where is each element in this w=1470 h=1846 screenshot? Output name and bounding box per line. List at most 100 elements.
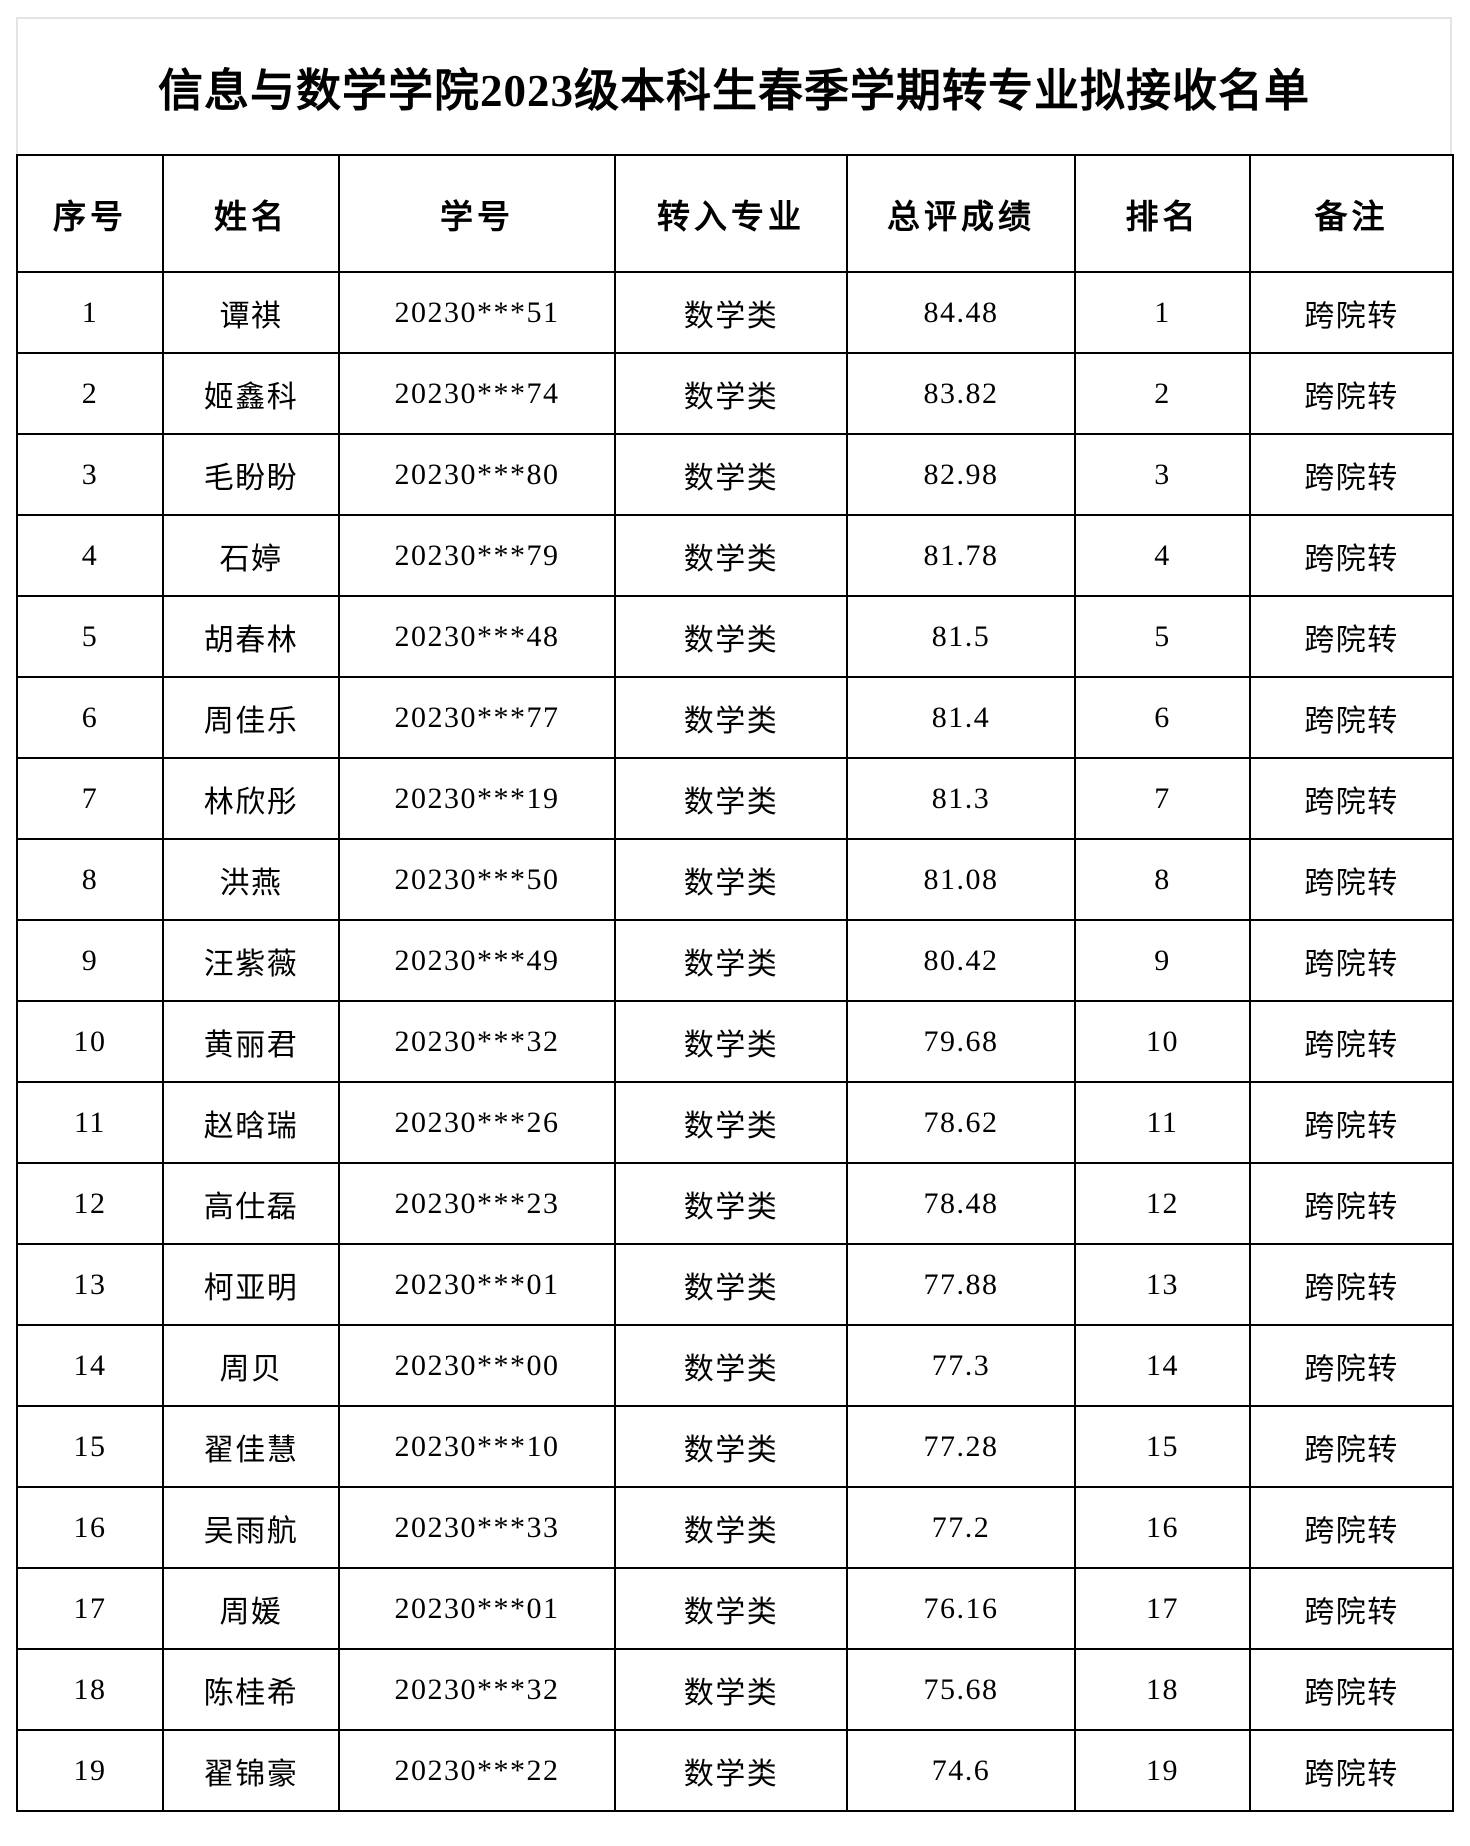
cell-score: 81.5 [846, 595, 1076, 678]
cell-name: 陈桂希 [162, 1648, 340, 1731]
cell-remark: 跨院转 [1249, 271, 1454, 354]
cell-remark: 跨院转 [1249, 514, 1454, 597]
cell-remark: 跨院转 [1249, 1000, 1454, 1083]
cell-score: 81.4 [846, 676, 1076, 759]
cell-name: 谭祺 [162, 271, 340, 354]
cell-remark: 跨院转 [1249, 1648, 1454, 1731]
cell-score: 84.48 [846, 271, 1076, 354]
cell-rank: 4 [1074, 514, 1251, 597]
cell-index: 7 [16, 757, 164, 840]
cell-score: 78.62 [846, 1081, 1076, 1164]
cell-rank: 1 [1074, 271, 1251, 354]
cell-index: 6 [16, 676, 164, 759]
cell-rank: 19 [1074, 1729, 1251, 1812]
table-row: 12 高仕磊 20230***23 数学类 78.48 12 跨院转 [16, 1162, 1454, 1245]
cell-rank: 13 [1074, 1243, 1251, 1326]
cell-name: 汪紫薇 [162, 919, 340, 1002]
table-row: 9 汪紫薇 20230***49 数学类 80.42 9 跨院转 [16, 919, 1454, 1002]
cell-major: 数学类 [614, 1081, 848, 1164]
cell-index: 1 [16, 271, 164, 354]
header-col-score: 总评成绩 [846, 154, 1076, 273]
cell-score: 83.82 [846, 352, 1076, 435]
cell-score: 80.42 [846, 919, 1076, 1002]
cell-index: 12 [16, 1162, 164, 1245]
cell-remark: 跨院转 [1249, 919, 1454, 1002]
cell-student-id: 20230***74 [338, 352, 616, 435]
table-row: 11 赵晗瑞 20230***26 数学类 78.62 11 跨院转 [16, 1081, 1454, 1164]
cell-rank: 5 [1074, 595, 1251, 678]
header-col-major: 转入专业 [614, 154, 848, 273]
cell-remark: 跨院转 [1249, 1729, 1454, 1812]
cell-rank: 14 [1074, 1324, 1251, 1407]
cell-major: 数学类 [614, 433, 848, 516]
cell-student-id: 20230***48 [338, 595, 616, 678]
cell-major: 数学类 [614, 1648, 848, 1731]
table-row: 16 吴雨航 20230***33 数学类 77.2 16 跨院转 [16, 1486, 1454, 1569]
table-row: 13 柯亚明 20230***01 数学类 77.88 13 跨院转 [16, 1243, 1454, 1326]
cell-score: 78.48 [846, 1162, 1076, 1245]
cell-student-id: 20230***26 [338, 1081, 616, 1164]
cell-student-id: 20230***01 [338, 1243, 616, 1326]
cell-index: 5 [16, 595, 164, 678]
cell-student-id: 20230***49 [338, 919, 616, 1002]
cell-score: 76.16 [846, 1567, 1076, 1650]
cell-name: 柯亚明 [162, 1243, 340, 1326]
table-row: 3 毛盼盼 20230***80 数学类 82.98 3 跨院转 [16, 433, 1454, 516]
table-row: 8 洪燕 20230***50 数学类 81.08 8 跨院转 [16, 838, 1454, 921]
cell-student-id: 20230***19 [338, 757, 616, 840]
cell-rank: 15 [1074, 1405, 1251, 1488]
cell-remark: 跨院转 [1249, 757, 1454, 840]
cell-remark: 跨院转 [1249, 595, 1454, 678]
table-row: 1 谭祺 20230***51 数学类 84.48 1 跨院转 [16, 271, 1454, 354]
cell-score: 81.3 [846, 757, 1076, 840]
header-col-remark: 备注 [1249, 154, 1454, 273]
cell-rank: 12 [1074, 1162, 1251, 1245]
cell-remark: 跨院转 [1249, 1324, 1454, 1407]
cell-student-id: 20230***10 [338, 1405, 616, 1488]
cell-remark: 跨院转 [1249, 1486, 1454, 1569]
cell-index: 19 [16, 1729, 164, 1812]
cell-score: 81.78 [846, 514, 1076, 597]
table-row: 7 林欣彤 20230***19 数学类 81.3 7 跨院转 [16, 757, 1454, 840]
cell-major: 数学类 [614, 838, 848, 921]
cell-student-id: 20230***23 [338, 1162, 616, 1245]
cell-major: 数学类 [614, 1162, 848, 1245]
cell-major: 数学类 [614, 595, 848, 678]
cell-name: 吴雨航 [162, 1486, 340, 1569]
header-col-rank: 排名 [1074, 154, 1251, 273]
document-title: 信息与数学学院2023级本科生春季学期转专业拟接收名单 [157, 66, 1310, 116]
cell-index: 10 [16, 1000, 164, 1083]
cell-index: 8 [16, 838, 164, 921]
cell-remark: 跨院转 [1249, 676, 1454, 759]
header-col-index: 序号 [16, 154, 164, 273]
cell-rank: 9 [1074, 919, 1251, 1002]
cell-remark: 跨院转 [1249, 1162, 1454, 1245]
cell-name: 石婷 [162, 514, 340, 597]
cell-major: 数学类 [614, 1729, 848, 1812]
table-row: 10 黄丽君 20230***32 数学类 79.68 10 跨院转 [16, 1000, 1454, 1083]
cell-major: 数学类 [614, 1324, 848, 1407]
cell-student-id: 20230***50 [338, 838, 616, 921]
table-row: 15 翟佳慧 20230***10 数学类 77.28 15 跨院转 [16, 1405, 1454, 1488]
cell-remark: 跨院转 [1249, 838, 1454, 921]
cell-score: 77.88 [846, 1243, 1076, 1326]
cell-name: 黄丽君 [162, 1000, 340, 1083]
cell-index: 2 [16, 352, 164, 435]
cell-rank: 18 [1074, 1648, 1251, 1731]
cell-student-id: 20230***77 [338, 676, 616, 759]
cell-major: 数学类 [614, 757, 848, 840]
cell-index: 14 [16, 1324, 164, 1407]
cell-student-id: 20230***33 [338, 1486, 616, 1569]
header-row: 序号 姓名 学号 转入专业 总评成绩 排名 备注 [16, 154, 1454, 273]
cell-name: 周媛 [162, 1567, 340, 1650]
cell-rank: 3 [1074, 433, 1251, 516]
student-table: 序号 姓名 学号 转入专业 总评成绩 排名 备注 1 谭祺 20230***51 数学类 84.48… [16, 154, 1454, 1812]
cell-score: 77.3 [846, 1324, 1076, 1407]
cell-score: 79.68 [846, 1000, 1076, 1083]
cell-major: 数学类 [614, 1567, 848, 1650]
cell-student-id: 20230***01 [338, 1567, 616, 1650]
cell-remark: 跨院转 [1249, 1081, 1454, 1164]
cell-rank: 10 [1074, 1000, 1251, 1083]
cell-name: 翟佳慧 [162, 1405, 340, 1488]
table-row: 17 周媛 20230***01 数学类 76.16 17 跨院转 [16, 1567, 1454, 1650]
